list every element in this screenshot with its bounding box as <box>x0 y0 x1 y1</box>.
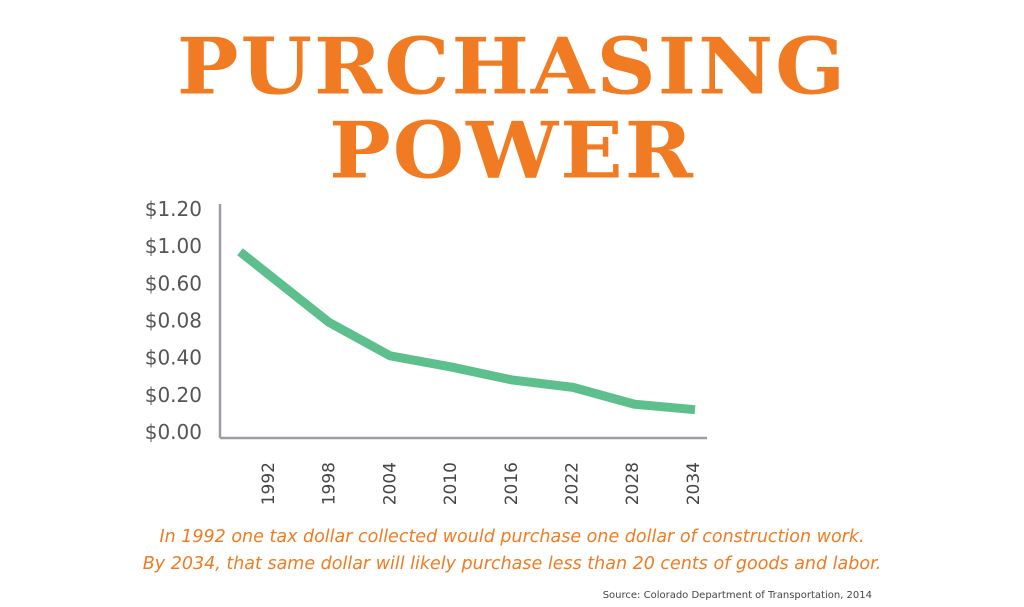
source-note: Source: Colorado Department of Transport… <box>602 590 872 601</box>
y-tick-label: $0.00 <box>145 420 202 444</box>
x-tick-label: 2016 <box>502 462 522 505</box>
y-tick-label: $1.20 <box>145 197 202 221</box>
x-tick-label: 1998 <box>320 462 340 505</box>
y-tick-label: $0.60 <box>145 271 202 295</box>
y-tick-label: $0.20 <box>145 383 202 407</box>
caption-line-1: In 1992 one tax dollar collected would p… <box>159 527 865 547</box>
y-tick-label: $0.08 <box>145 309 202 333</box>
y-tick-label: $1.00 <box>145 234 202 258</box>
y-tick-label: $0.40 <box>145 346 202 370</box>
x-tick-label: 1992 <box>259 462 279 505</box>
x-tick-label: 2022 <box>563 462 583 505</box>
caption-line-2: By 2034, that same dollar will likely pu… <box>142 554 882 574</box>
title-line-2: POWER <box>329 105 695 197</box>
x-tick-label: 2010 <box>441 462 461 505</box>
series-line <box>237 248 696 415</box>
x-tick-label: 2004 <box>380 462 400 505</box>
title-line-1: PURCHASING <box>176 21 848 113</box>
x-tick-label: 2034 <box>684 462 704 505</box>
x-tick-label: 2028 <box>623 462 643 505</box>
